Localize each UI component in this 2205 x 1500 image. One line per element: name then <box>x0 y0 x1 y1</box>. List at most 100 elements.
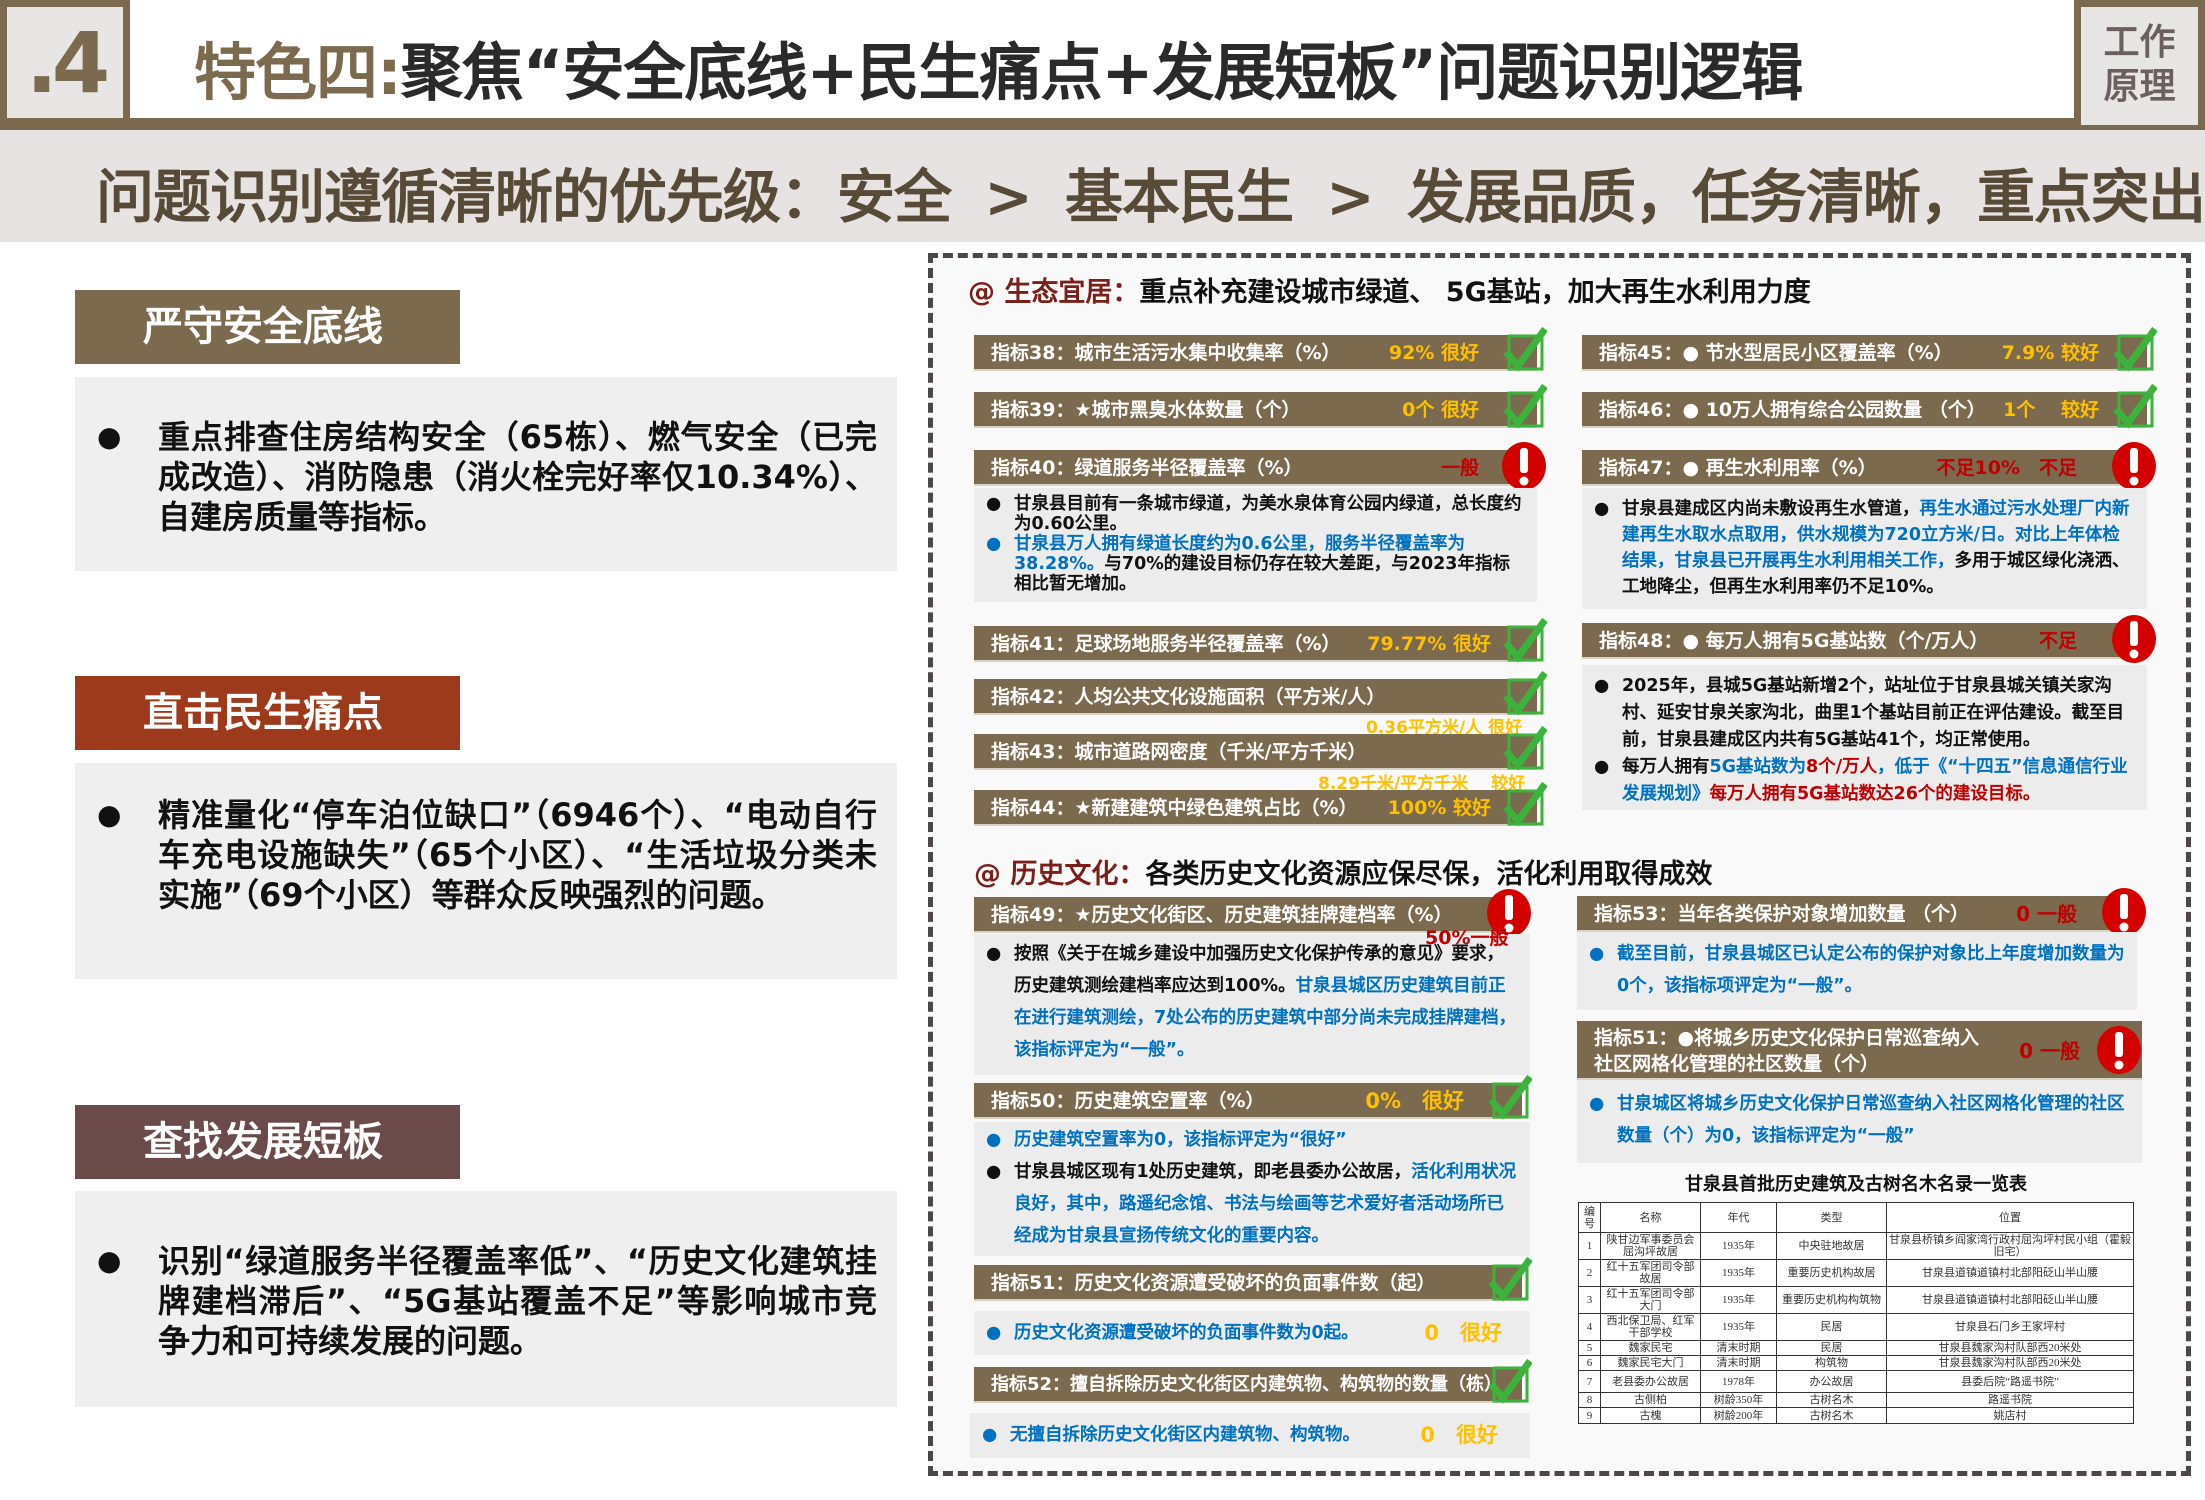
bullet-icon: ● <box>986 944 1002 964</box>
cell-name: 红十五军团司令部大门 <box>1600 1286 1701 1314</box>
indicator-value: 0 一般 <box>2019 1039 2080 1063</box>
history-title: 各类历史文化资源应保尽保，活化利用取得成效 <box>1145 859 1713 890</box>
cell-number: 5 <box>1578 1340 1601 1356</box>
table-row: 4 西北保卫局、红军干部学校 1935年 民居 甘泉县石门乡王家坪村 <box>1578 1313 2134 1341</box>
note-text: 2025年，县城5G基站新增2个，站址位于甘泉县城关镇关家沟村、延安甘泉关家沟北… <box>1622 676 2125 750</box>
cell-name: 古槐 <box>1600 1407 1701 1424</box>
indicator-49-value: 50%一般 <box>1425 927 1509 949</box>
bullet-icon: ● <box>1589 944 1605 964</box>
col-header-number: 编号 <box>1578 1202 1601 1233</box>
note-text: 甘泉县目前有一条城市绿道，为美水泉体育公园内绿道，总长度约为0.60公里。 <box>1014 494 1522 534</box>
indicator-value: 不足10% 不足 <box>1936 457 2077 479</box>
cell-location: 甘泉县石门乡王家坪村 <box>1886 1313 2134 1341</box>
indicator-name: 指标47：● 再生水利用率（%） <box>1599 457 1877 479</box>
cell-location: 甘泉县道镇道镇村北部阳砭山半山腰 <box>1886 1286 2134 1314</box>
warning-icon <box>1501 441 1547 503</box>
indicator-43-value: 8.29千米/平方千米 较好 <box>1318 774 1526 794</box>
cell-name: 古侧柏 <box>1600 1392 1701 1408</box>
indicator-value: 79.77% 很好 <box>1367 633 1491 655</box>
indicator-41: 指标41：足球场地服务半径覆盖率（%） 79.77% 很好 <box>974 617 1548 663</box>
label-safety-baseline: 严守安全底线 <box>75 290 460 364</box>
check-icon <box>2111 326 2158 386</box>
table-row: 7 老县委办公故居 1978年 办公故居 县委后院“路遥书院” <box>1578 1370 2134 1393</box>
note-text: 每万人拥有5G基站数达26个的建设目标。 <box>1709 784 2041 804</box>
indicator-name: 指标46：● 10万人拥有综合公园数量 （个） <box>1599 399 1986 421</box>
cell-era: 1935年 <box>1700 1286 1777 1314</box>
page-title: 特色四:聚焦“安全底线+民生痛点+发展短板”问题识别逻辑 <box>194 22 1803 112</box>
development-text: 识别“绿道服务半径覆盖率低”、“历史文化建筑挂牌建档滞后”、“5G基站覆盖不足”… <box>158 1242 877 1360</box>
bullet-icon: ● <box>97 420 122 453</box>
work-principle-tag: 工作 原理 <box>2074 0 2205 132</box>
indicator-name: 指标38：城市生活污水集中收集率（%） <box>991 342 1341 364</box>
cell-type: 办公故居 <box>1776 1370 1887 1393</box>
table-row: 9 古槐 树龄200年 古树名木 姚店村 <box>1578 1407 2134 1424</box>
indicator-value: 92% 很好 <box>1388 342 1479 364</box>
indicator-42: 指标42：人均公共文化设施面积（平方米/人） <box>974 670 1548 716</box>
table-header-row: 编号 名称 年代 类型 位置 <box>1578 1202 2134 1233</box>
indicator-value: 一般 <box>1440 457 1479 479</box>
bullet-icon: ● <box>97 1244 122 1277</box>
indicator-43: 指标43：城市道路网密度（千米/平方千米） <box>974 725 1548 771</box>
cell-location: 甘泉县道镇道镇村北部阳砭山半山腰 <box>1886 1259 2134 1287</box>
indicator-39: 指标39：★城市黑臭水体数量（个） 0个 很好 <box>974 383 1548 429</box>
bullet-icon: ● <box>986 534 1002 554</box>
indicator-40: 指标40：绿道服务半径覆盖率（%） 一般 <box>974 442 1546 490</box>
indicator-name: 指标44：★新建建筑中绿色建筑占比（%） <box>991 797 1358 819</box>
cell-number: 6 <box>1578 1355 1601 1371</box>
check-icon <box>1501 383 1548 443</box>
indicator-name: 指标43：城市道路网密度（千米/平方千米） <box>991 741 1367 763</box>
title-main: 聚焦“安全底线+民生痛点+发展短板”问题识别逻辑 <box>400 36 1803 109</box>
safety-baseline-body: ● 重点排查住房结构安全（65栋）、燃气安全（已完成改造）、消防隐患（消火栓完好率… <box>75 377 897 571</box>
note-indicator-47: ● 甘泉县建成区内尚未敷设再生水管道，再生水通过污水处理厂内新建再生水取水点取用，… <box>1582 488 2147 609</box>
cell-era: 1935年 <box>1700 1259 1777 1287</box>
indicator-49: 指标49：★历史文化街区、历史建筑挂牌建档率（%） <box>974 889 1531 937</box>
col-header-name: 名称 <box>1600 1202 1701 1233</box>
note-text: 甘泉县万人拥有绿道长度约为0.6公里，服务半径覆盖率为38.28%。 <box>1014 534 1465 574</box>
check-icon <box>1501 617 1548 677</box>
table-row: 5 魏家民宅 清末时期 民居 甘泉县魏家沟村队部西20米处 <box>1578 1340 2134 1356</box>
eco-tag: @ 生态宜居： <box>968 277 1140 308</box>
label-livelihood-pain: 直击民生痛点 <box>75 676 460 750</box>
cell-era: 树龄200年 <box>1700 1407 1777 1424</box>
indicator-38: 指标38：城市生活污水集中收集率（%） 92% 很好 <box>974 326 1548 372</box>
cell-type: 古树名木 <box>1776 1392 1887 1408</box>
indicator-51-community-grid: 指标51：●将城乡历史文化保护日常巡查纳入 社区网格化管理的社区数量（个） 0 一般 <box>1577 1021 2142 1080</box>
development-shortfall-body: ● 识别“绿道服务半径覆盖率低”、“历史文化建筑挂牌建档滞后”、“5G基站覆盖不足… <box>75 1191 897 1407</box>
note-text: 甘泉城区将城乡历史文化保护日常巡查纳入社区网格化管理的社区数量（个）为0，该指标… <box>1617 1094 2125 1146</box>
note-text: 5G基站数为 <box>1709 757 1807 777</box>
warning-icon <box>2111 614 2157 676</box>
table-row: 3 红十五军团司令部大门 1935年 重要历史机构构筑物 甘泉县道镇道镇村北部阳砭山半山… <box>1578 1286 2134 1314</box>
indicator-value: 0 一般 <box>2016 902 2077 926</box>
indicator-value: 0个 很好 <box>1402 399 1479 421</box>
section-number-badge: .4 <box>0 0 130 128</box>
table-row: 6 魏家民宅大门 清末时期 构筑物 甘泉县魏家沟村队部西20米处 <box>1578 1355 2134 1371</box>
cell-location: 路遥书院 <box>1886 1392 2134 1408</box>
cell-era: 1978年 <box>1700 1370 1777 1393</box>
cell-era: 清末时期 <box>1700 1340 1777 1356</box>
cell-type: 民居 <box>1776 1340 1887 1356</box>
cell-number: 2 <box>1578 1259 1601 1287</box>
cell-number: 4 <box>1578 1313 1601 1341</box>
cell-name: 老县委办公故居 <box>1600 1370 1701 1393</box>
bullet-icon: ● <box>986 1130 1002 1150</box>
cell-type: 重要历史机构构筑物 <box>1776 1286 1887 1314</box>
indicator-48: 指标48：● 每万人拥有5G基站数（个/万人） 不足 <box>1582 615 2156 663</box>
indicator-name: 指标49：★历史文化街区、历史建筑挂牌建档率（%） <box>991 904 1453 926</box>
table-row: 1 陕甘边军事委员会屈沟坪故居 1935年 中央驻地故居 甘泉县桥镇乡阎家湾行政村屈沟坪… <box>1578 1232 2134 1260</box>
bullet-icon: ● <box>986 494 1002 514</box>
bullet-icon: ● <box>986 1162 1002 1182</box>
indicator-50: 指标50：历史建筑空置率（%） 0% 很好 <box>974 1074 1533 1120</box>
cell-era: 树龄350年 <box>1700 1392 1777 1408</box>
note-text: 甘泉县城区历史建筑目前正在进行建筑测绘，7处公布的历史建筑中部分尚未完成挂牌建档… <box>1014 976 1517 1060</box>
bullet-icon: ● <box>982 1425 998 1445</box>
title-prefix: 特色四: <box>194 36 402 109</box>
bullet-icon: ● <box>97 798 122 831</box>
indicator-value: 0 很好 <box>1420 1423 1498 1447</box>
cell-name: 魏家民宅 <box>1600 1340 1701 1356</box>
bullet-icon: ● <box>986 1323 1002 1343</box>
note-text: 活化利用状况良好，其中，路遥纪念馆、书法与绘画等艺术爱好者活动场所已经成为甘泉县… <box>1014 1162 1517 1246</box>
indicator-name-line-1: 指标51：●将城乡历史文化保护日常巡查纳入 <box>1594 1027 1980 1049</box>
eco-section-title: @ 生态宜居：重点补充建设城市绿道、 5G基站，加大再生水利用力度 <box>968 270 1811 309</box>
note-text: 与70%的建设目标仍存在较大差距，与2023年指标相比暂无增加。 <box>1014 554 1510 594</box>
note-text: 再生水通过污水处理厂内新建再生水取水点取用，供水规模为720立方米/日。对比上年… <box>1622 499 2130 571</box>
